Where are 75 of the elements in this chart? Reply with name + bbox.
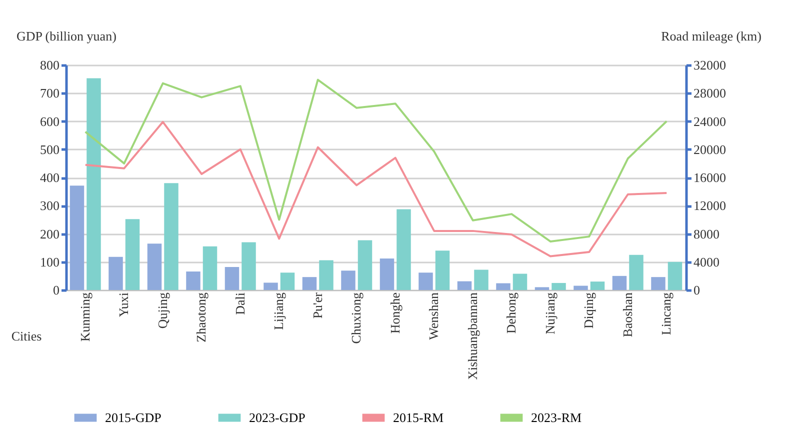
bar [319,260,334,290]
bar [125,219,140,290]
bar [147,244,162,290]
bar [534,287,550,290]
y-tick-label: 300 [40,198,60,214]
legend-label: 2015-GDP [105,410,162,425]
y-axis-title: GDP (billion yuan) [16,28,116,44]
y-tick-label: 600 [40,114,60,129]
x-tick-label: Chuxiong [348,292,364,344]
y-tick-label: 700 [40,86,60,101]
y-tick-label: 100 [40,254,60,270]
bar [70,186,84,290]
x-tick-label: Wenshan [426,292,442,340]
y2-tick-label: 4000 [694,254,720,270]
line-series [84,120,668,258]
bar [457,281,472,290]
bar [418,272,433,290]
bar [202,246,218,290]
bar [496,283,510,290]
bar [612,276,627,290]
y2-tick-label: 24000 [694,114,726,129]
x-tick-label: Honghe [387,292,402,334]
x-tick-label: Yuxi [116,292,132,318]
bar [242,242,256,290]
bar [574,286,588,290]
x-tick-label: Baoshan [620,292,635,338]
x-tick-label: Dehong [504,292,519,334]
bar [224,266,240,290]
bar [280,272,295,290]
legend-label: 2015-RM [393,410,444,425]
x-tick-label: Pu'er [310,292,325,319]
y-tick-label: 500 [40,142,60,157]
y2-tick-label: 12000 [694,198,726,214]
y2-tick-label: 28000 [694,86,726,101]
y2-tick-label: 8000 [694,226,720,242]
bar [668,262,682,290]
bar [552,282,566,290]
bar [651,277,666,290]
x-axis-title: Cities [11,328,42,344]
line-series [84,78,668,242]
bar [435,250,450,290]
y2-tick-label: 20000 [694,142,726,157]
x-tick-label: Dali [232,292,248,315]
bar [358,240,372,290]
y2-tick-label: 32000 [694,58,726,72]
legend-label: 2023-GDP [249,410,306,425]
y2-tick-label: 0 [694,282,700,298]
y-tick-label: 400 [40,170,60,185]
x-tick-label: Diqing [581,292,596,329]
legend-label: 2023-RM [531,410,582,425]
bar [108,256,123,290]
bar [474,270,488,290]
x-tick-label: Lijiang [271,292,286,330]
y-tick-label: 800 [40,58,60,72]
bar [396,209,411,290]
bar [590,282,605,290]
bar [302,277,317,290]
bar [512,274,528,290]
x-tick-label: Xishuangbannan [464,292,480,380]
x-tick-label: Kunming [77,292,92,342]
bar [629,254,644,290]
y-tick-label: 0 [53,282,60,298]
y2-tick-label: 16000 [694,170,726,185]
x-tick-label: Lincang [658,292,674,336]
bar [86,78,101,290]
bar [164,183,178,290]
bar [341,270,356,290]
bar [380,258,394,290]
x-tick-label: Zhaotong [194,292,209,342]
bar [186,271,200,290]
y2-axis-title: Road mileage (km) [661,28,762,44]
x-tick-label: Nujiang [542,292,558,334]
y-tick-label: 200 [40,226,60,242]
bar [264,282,278,290]
x-tick-label: Qujing [154,292,170,329]
